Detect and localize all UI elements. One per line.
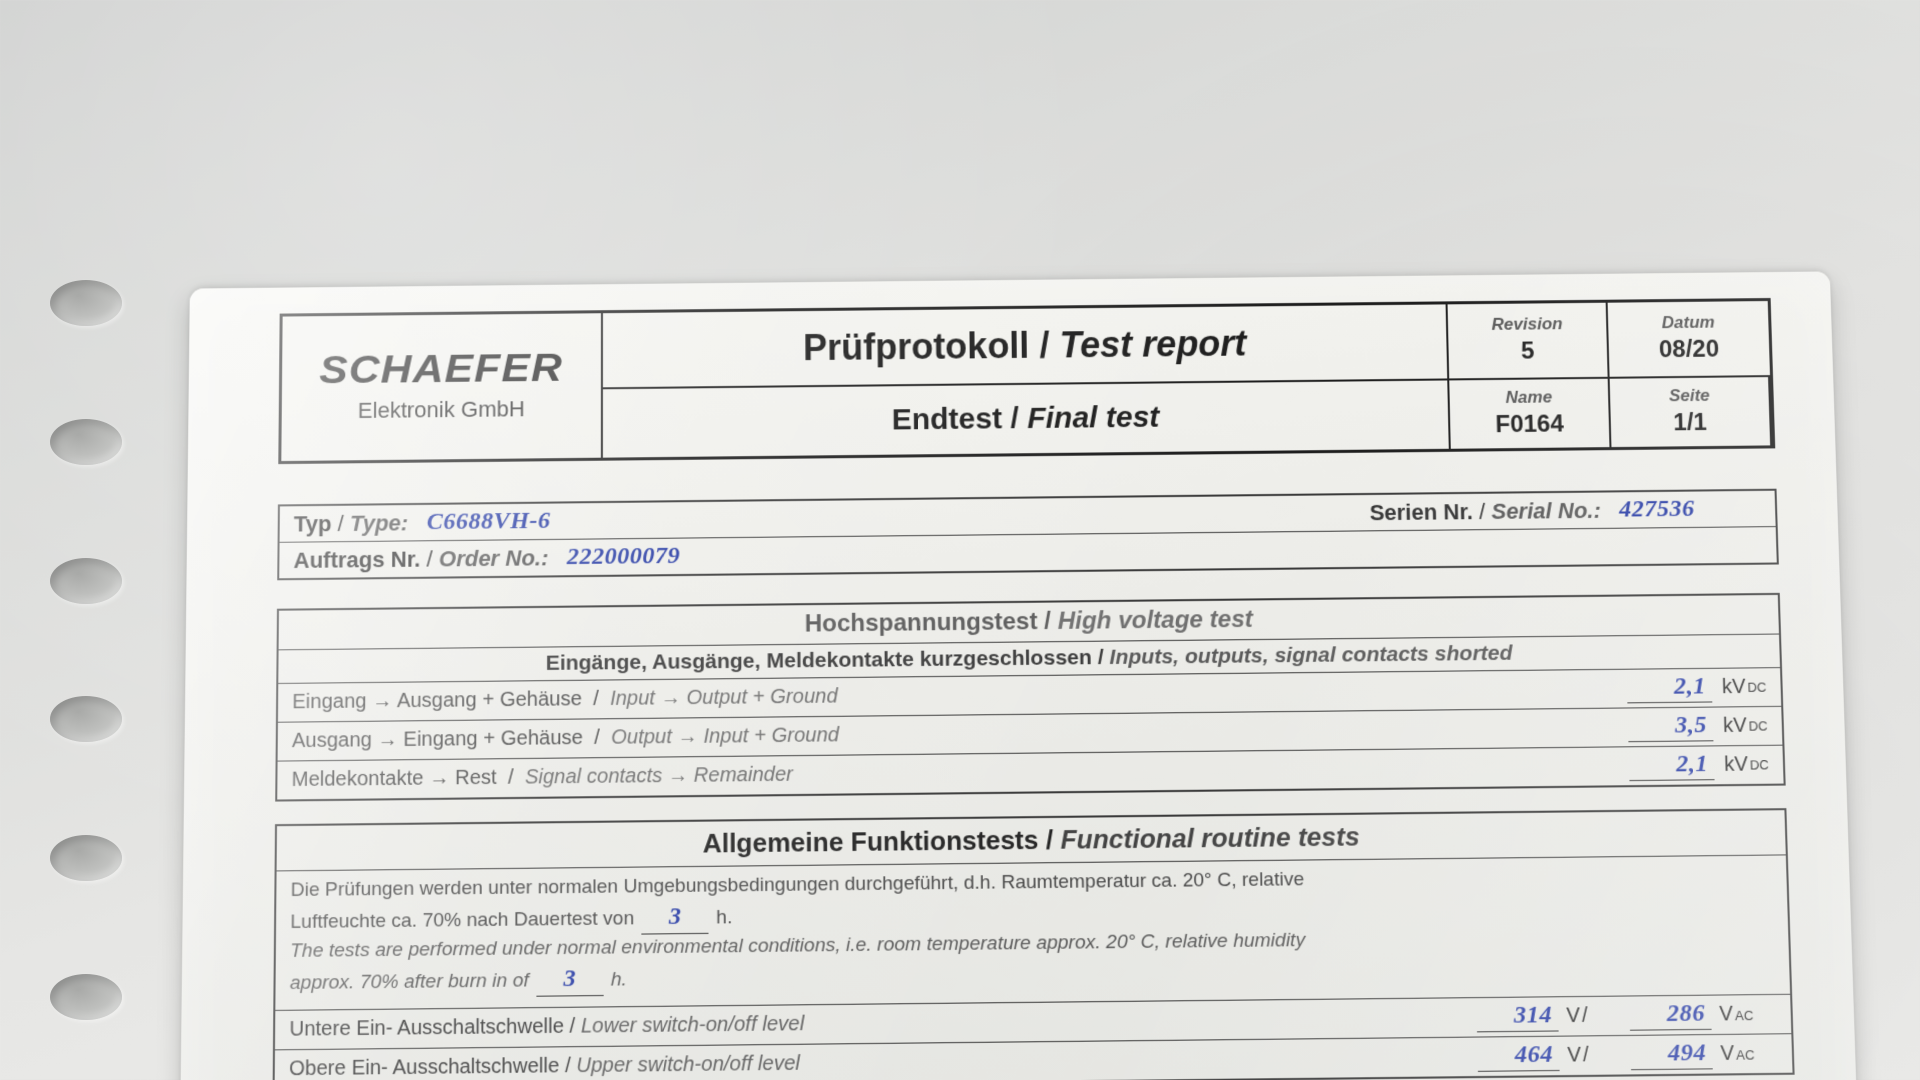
- punch-hole: [50, 696, 122, 742]
- hv-unit-dc: DC: [1750, 757, 1769, 773]
- page-cell: Seite 1/1: [1610, 377, 1772, 447]
- hv-unit-dc: DC: [1748, 718, 1767, 734]
- date-value: 08/20: [1659, 335, 1720, 364]
- fn-cond-de-c: h.: [716, 906, 732, 928]
- burn-in-hours-de: 3: [642, 899, 709, 934]
- date-label: Datum: [1662, 314, 1715, 332]
- fn-unit-slash: /: [1582, 1004, 1588, 1028]
- fn-unit-ac: AC: [1735, 1008, 1754, 1024]
- fn-row-upper-de: Obere Ein- Ausschaltschwelle: [289, 1055, 559, 1080]
- page-value: 1/1: [1673, 409, 1707, 437]
- order-label-en: Order No.:: [439, 545, 549, 572]
- fn-lower-v2: 286: [1629, 1000, 1711, 1031]
- fn-conditions: Die Prüfungen werden unter normalen Umge…: [275, 855, 1790, 1011]
- name-label: Name: [1505, 388, 1552, 406]
- fn-unit-v: V: [1719, 1003, 1733, 1027]
- date-cell: Datum 08/20: [1608, 301, 1770, 379]
- fn-unit-v: V: [1566, 1004, 1580, 1028]
- hv-row-2-de: Ausgang → Eingang + Gehäuse: [292, 727, 583, 754]
- functional-tests-block: Allgemeine Funktionstests / Functional r…: [273, 808, 1795, 1080]
- binder-holes: [40, 260, 160, 1080]
- fn-cond-de-b: Luftfeuchte ca. 70% nach Dauertest von: [290, 907, 634, 932]
- title-row1-de: Prüfprotokoll: [803, 325, 1030, 368]
- type-label-en: Type:: [350, 510, 408, 537]
- fn-unit-slash: /: [1583, 1044, 1589, 1068]
- company-cell: SCHAEFER Elektronik GmbH: [281, 313, 603, 461]
- hv-unit-kv: kV: [1722, 676, 1746, 700]
- hv-test-block: Hochspannungstest / High voltage test Ei…: [275, 593, 1785, 802]
- identification-box: Typ / Type: C6688VH-6 Serien Nr. / Seria…: [277, 489, 1779, 581]
- hv-row-3-value: 2,1: [1629, 750, 1715, 781]
- fn-lower-v1: 314: [1476, 1001, 1558, 1032]
- fn-row-lower-en: Lower switch-on/off level: [581, 1013, 804, 1039]
- fn-cond-en-c: h.: [611, 969, 627, 991]
- hv-row-2-value: 3,5: [1627, 712, 1713, 743]
- hv-row-1-en: Input → Output + Ground: [610, 685, 838, 711]
- fn-title-en: Functional routine tests: [1060, 821, 1360, 855]
- hv-row-2-en: Output → Input + Ground: [611, 724, 839, 750]
- fn-title-de: Allgemeine Funktionstests: [703, 824, 1039, 858]
- paper-content: SCHAEFER Elektronik GmbH Prüfprotokoll /…: [181, 271, 1856, 1080]
- fn-row-upper-en: Upper switch-on/off level: [576, 1052, 800, 1078]
- fn-row-lower-de: Untere Ein- Ausschaltschwelle: [289, 1015, 564, 1042]
- serial-label-de: Serien Nr.: [1369, 498, 1473, 525]
- punch-hole: [50, 974, 122, 1020]
- burn-in-hours-en: 3: [536, 962, 603, 997]
- order-label-de: Auftrags Nr.: [293, 546, 420, 574]
- hv-unit-kv: kV: [1723, 714, 1747, 738]
- title-row2-de: Endtest: [892, 402, 1003, 436]
- company-subtext: Elektronik GmbH: [358, 396, 525, 424]
- hv-row-3-en: Signal contacts → Remainder: [525, 763, 793, 789]
- title-row2: Endtest / Final test: [603, 380, 1451, 457]
- page-label: Seite: [1669, 387, 1710, 405]
- header-box: SCHAEFER Elektronik GmbH Prüfprotokoll /…: [278, 298, 1775, 464]
- punch-hole: [50, 558, 122, 604]
- revision-value: 5: [1521, 337, 1535, 365]
- fn-unit-ac: AC: [1736, 1047, 1755, 1063]
- revision-label: Revision: [1491, 315, 1562, 334]
- fn-unit-v: V: [1567, 1044, 1581, 1068]
- punch-hole: [50, 280, 122, 326]
- hv-sub-en: Inputs, outputs, signal contacts shorted: [1109, 641, 1512, 669]
- title-row1-en: Test report: [1059, 322, 1247, 365]
- fn-cond-en-b: approx. 70% after burn in of: [290, 970, 529, 994]
- revision-cell: Revision 5: [1448, 303, 1610, 381]
- hv-row-3-de: Meldekontakte → Rest: [292, 766, 497, 792]
- serial-value: 427536: [1613, 496, 1701, 524]
- punch-hole: [50, 419, 122, 465]
- hv-title-de: Hochspannungstest: [805, 608, 1038, 638]
- title-row1: Prüfprotokoll / Test report: [603, 304, 1449, 389]
- name-cell: Name F0164: [1449, 379, 1611, 449]
- hv-unit-kv: kV: [1724, 753, 1748, 777]
- type-value: C6688VH-6: [421, 508, 557, 537]
- hv-title-en: High voltage test: [1057, 606, 1253, 635]
- fn-unit-v: V: [1720, 1042, 1734, 1066]
- document-sheet: SCHAEFER Elektronik GmbH Prüfprotokoll /…: [179, 271, 1859, 1080]
- hv-unit-dc: DC: [1747, 679, 1766, 694]
- serial-label-en: Serial No.:: [1491, 497, 1601, 524]
- hv-row-1-value: 2,1: [1626, 673, 1712, 703]
- fn-upper-v1: 464: [1477, 1041, 1559, 1072]
- order-value: 222000079: [561, 543, 686, 572]
- hv-sub-de: Eingänge, Ausgänge, Meldekontakte kurzge…: [546, 646, 1092, 675]
- fn-upper-v2: 494: [1630, 1039, 1712, 1070]
- company-logo-text: SCHAEFER: [320, 350, 564, 391]
- title-row2-en: Final test: [1027, 401, 1160, 436]
- hv-row-1-de: Eingang → Ausgang + Gehäuse: [292, 688, 582, 715]
- name-value: F0164: [1495, 410, 1564, 439]
- type-label-de: Typ: [294, 510, 332, 537]
- punch-hole: [50, 835, 122, 881]
